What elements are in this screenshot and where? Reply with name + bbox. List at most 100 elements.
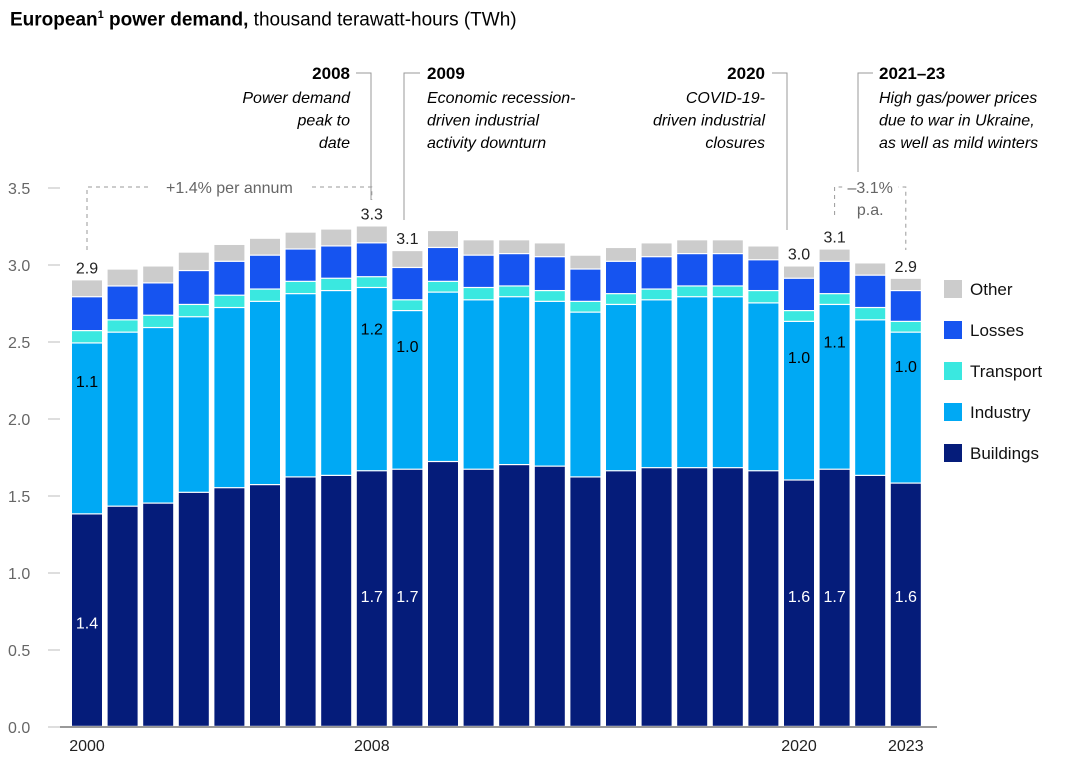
- chart-title: European1 power demand, thousand terawat…: [10, 9, 517, 31]
- y-tick-label: 2.5: [8, 335, 30, 352]
- y-tick-label: 1.5: [8, 489, 30, 506]
- bar-segment-industry: [855, 320, 886, 475]
- annotation-year-2020: 2020: [727, 64, 765, 83]
- bar-segment-other: [534, 243, 565, 257]
- buildings-value-label: 1.7: [396, 589, 418, 606]
- bar-segment-transport: [463, 288, 494, 300]
- bar-segment-other: [214, 244, 245, 261]
- bar-segment-other: [428, 231, 458, 247]
- x-tick-label: 2008: [354, 738, 390, 755]
- annotation-text-2021-23: due to war in Ukraine,: [879, 113, 1035, 130]
- bar-segment-buildings: [214, 488, 245, 726]
- bar-segment-transport: [321, 278, 352, 290]
- bar-segment-buildings: [641, 468, 672, 726]
- total-label: 3.1: [396, 231, 418, 248]
- bar-segment-transport: [677, 286, 708, 297]
- bar-segment-buildings: [250, 485, 280, 726]
- buildings-value-label: 1.7: [823, 589, 845, 606]
- bar-segment-buildings: [107, 506, 138, 726]
- bar-segment-losses: [107, 286, 138, 320]
- industry-value-label: 1.0: [895, 359, 917, 376]
- annotation-leader-2009: [403, 72, 420, 220]
- x-tick-label: 2020: [781, 738, 817, 755]
- bar-segment-losses: [143, 283, 174, 315]
- bar-segment-transport: [855, 308, 886, 320]
- annotation-text-2021-23: High gas/power prices: [879, 90, 1037, 107]
- title-footnote-marker: 1: [97, 9, 104, 21]
- bar-segment-industry: [428, 292, 458, 461]
- annotation-text-2008: Power demand: [242, 90, 351, 107]
- bar-segment-transport: [606, 294, 636, 304]
- bar-segment-losses: [641, 257, 672, 289]
- bar-segment-losses: [712, 254, 743, 286]
- bar-segment-other: [250, 238, 280, 255]
- bar-segment-buildings: [143, 503, 174, 726]
- annotation-text-2020: driven industrial: [653, 113, 766, 130]
- industry-value-label: 1.0: [788, 350, 810, 367]
- trend-label-decline-unit: p.a.: [857, 202, 884, 219]
- bar-segment-losses: [855, 275, 886, 307]
- annotation-text-2020: closures: [705, 135, 765, 152]
- bar-segment-industry: [285, 294, 316, 477]
- bar-segment-losses: [784, 278, 814, 310]
- buildings-value-label: 1.6: [895, 589, 917, 606]
- y-tick-label: 3.0: [8, 258, 30, 275]
- bar-segment-other: [677, 240, 708, 254]
- trend-label-growth: +1.4% per annum: [166, 180, 293, 197]
- y-tick-label: 2.0: [8, 412, 30, 429]
- annotation-year-2009: 2009: [427, 64, 465, 83]
- annotation-year-2021-23: 2021–23: [879, 64, 945, 83]
- bar-segment-losses: [463, 255, 494, 287]
- bar-segment-transport: [784, 311, 814, 321]
- bar-segment-other: [178, 252, 209, 270]
- y-tick-label: 1.0: [8, 566, 30, 583]
- legend-swatch-transport: [944, 362, 962, 380]
- bar-segment-losses: [890, 291, 921, 321]
- buildings-value-label: 1.6: [788, 589, 810, 606]
- bar-segment-other: [392, 251, 423, 267]
- total-label: 2.9: [76, 260, 98, 277]
- bar-segment-transport: [748, 291, 779, 303]
- industry-value-label: 1.2: [361, 321, 383, 338]
- bar-segment-losses: [356, 243, 387, 277]
- bar-segment-buildings: [534, 466, 565, 726]
- y-tick-label: 0.5: [8, 643, 30, 660]
- bar-segment-industry: [356, 288, 387, 471]
- bar-segment-transport: [72, 331, 102, 343]
- buildings-value-label: 1.4: [76, 615, 98, 632]
- bar-segment-transport: [392, 300, 423, 310]
- bar-segment-industry: [72, 343, 102, 514]
- bar-segment-losses: [534, 257, 565, 290]
- bar-segment-other: [463, 240, 494, 255]
- title-unit: thousand terawatt-hours (TWh): [248, 9, 517, 31]
- bar-segment-buildings: [463, 469, 494, 726]
- bar-segment-industry: [748, 303, 779, 471]
- bar-segment-other: [641, 243, 672, 257]
- bar-segment-losses: [499, 254, 530, 286]
- y-tick-label: 3.5: [8, 181, 30, 198]
- bar-segment-buildings: [677, 468, 708, 726]
- bar-segment-other: [606, 248, 636, 261]
- industry-value-label: 1.1: [823, 334, 845, 351]
- bar-segment-transport: [178, 305, 209, 317]
- bar-segment-industry: [606, 305, 636, 471]
- bar-segment-losses: [250, 255, 280, 289]
- bar-segment-other: [890, 278, 921, 290]
- bar-segment-transport: [819, 294, 850, 304]
- bar-segment-industry: [570, 312, 601, 477]
- bar-segment-losses: [819, 261, 850, 294]
- bar-segment-transport: [214, 295, 245, 307]
- annotation-leader-2008: [356, 72, 372, 200]
- legend-label-losses: Losses: [970, 321, 1024, 340]
- bar-segment-losses: [321, 246, 352, 278]
- trend-label-bg: [149, 177, 310, 197]
- bar-segment-buildings: [748, 471, 779, 726]
- bar-segment-industry: [178, 317, 209, 492]
- bar-segment-other: [712, 240, 743, 254]
- bar-segment-transport: [428, 281, 458, 292]
- bar-segment-industry: [641, 300, 672, 468]
- bar-segment-transport: [712, 286, 743, 297]
- bar-segment-transport: [285, 281, 316, 294]
- annotation-text-2020: COVID-19-: [686, 90, 765, 107]
- total-label: 3.3: [361, 207, 383, 224]
